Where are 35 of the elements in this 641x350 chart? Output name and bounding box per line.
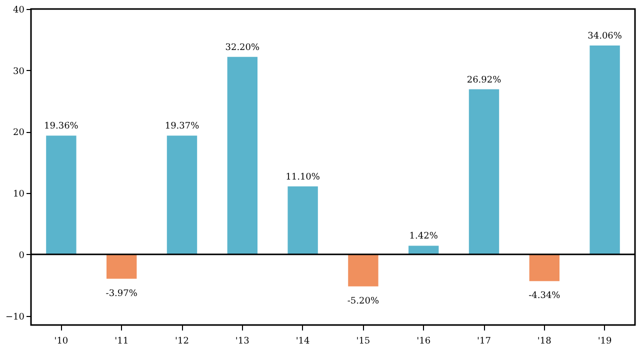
bar	[529, 254, 560, 282]
y-tick-label: 0	[18, 250, 25, 261]
data-label: -5.20%	[347, 296, 380, 306]
y-tick-label: 30	[13, 66, 25, 77]
bar	[106, 254, 137, 279]
x-tick-label: '13	[235, 336, 250, 346]
data-label: 19.37%	[164, 122, 200, 132]
x-tick-label: '14	[296, 336, 310, 346]
bar	[288, 186, 318, 254]
x-tick-label: '19	[598, 336, 612, 346]
x-tick-label: '11	[114, 336, 129, 346]
x-tick-label: '17	[477, 336, 492, 346]
data-label: 11.10%	[286, 172, 320, 182]
data-label: 26.92%	[466, 75, 502, 86]
bar	[227, 56, 258, 254]
x-tick-label: '16	[416, 336, 431, 346]
bar	[468, 89, 500, 254]
data-label: 34.06%	[588, 31, 622, 42]
data-label: 1.42%	[409, 232, 438, 242]
data-label: 32.20%	[225, 42, 260, 53]
bar	[46, 136, 76, 254]
x-tick-label: '18	[537, 336, 552, 346]
y-tick-label: −10	[6, 312, 25, 322]
y-tick-label: 40	[13, 6, 25, 16]
y-tick-label: 20	[13, 128, 25, 138]
data-label: -4.34%	[528, 291, 561, 302]
y-tick-label: 10	[13, 190, 25, 200]
data-label: -3.97%	[106, 288, 138, 299]
x-tick-label: '15	[356, 336, 370, 346]
x-tick-label: '10	[54, 336, 68, 346]
bar	[348, 254, 378, 286]
bar	[590, 45, 620, 254]
x-tick-label: '12	[175, 336, 189, 346]
data-label: 19.36%	[44, 122, 79, 132]
bar	[166, 136, 198, 254]
